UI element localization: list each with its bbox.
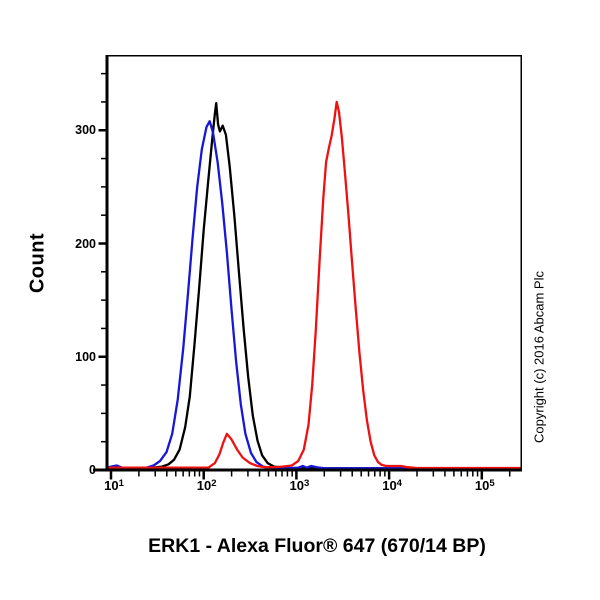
curve-blue <box>107 120 522 470</box>
curve-black <box>107 101 522 470</box>
curve-red <box>107 100 522 470</box>
y-axis-title: Count <box>26 232 49 294</box>
x-axis-title: ERK1 - Alexa Fluor® 647 (670/14 BP) <box>148 535 486 557</box>
axis-ticks <box>98 72 511 480</box>
copyright-text: Copyright (c) 2016 Abcam Plc <box>531 271 547 443</box>
histogram-curves <box>107 100 522 470</box>
